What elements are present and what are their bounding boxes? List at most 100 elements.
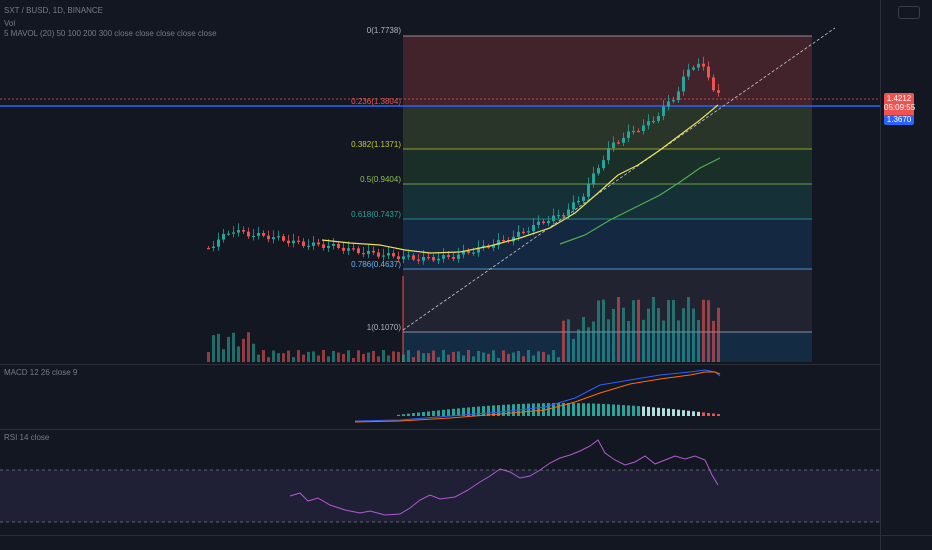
- volume-bar: [387, 355, 390, 362]
- volume-bar: [472, 356, 475, 362]
- candle: [577, 196, 580, 206]
- histogram-bar: [447, 409, 450, 416]
- volume-bar: [577, 329, 580, 362]
- candle: [272, 230, 275, 244]
- candle: [337, 241, 340, 250]
- macd-pane: [0, 364, 880, 423]
- candle: [592, 166, 595, 188]
- candle: [717, 83, 720, 97]
- macd-line: [354, 369, 721, 422]
- candle: [452, 253, 455, 262]
- volume-bar: [417, 350, 420, 362]
- volume-bar: [547, 354, 550, 362]
- volume-bar: [312, 351, 315, 362]
- histogram-bar: [622, 405, 625, 416]
- volume-bar: [502, 350, 505, 362]
- ma-legend[interactable]: 5 MAVOL (20) 50 100 200 300 close close …: [4, 29, 217, 38]
- volume-bar: [647, 308, 650, 362]
- volume-bar: [507, 353, 510, 362]
- candle: [537, 215, 540, 229]
- candle: [417, 254, 420, 264]
- histogram-bar: [427, 411, 430, 416]
- histogram-bar: [577, 403, 580, 416]
- histogram-bar: [397, 414, 400, 416]
- histogram-bar: [682, 410, 685, 416]
- candle: [457, 247, 460, 263]
- candle: [527, 227, 530, 235]
- volume-bar: [642, 319, 645, 362]
- candle: [312, 235, 315, 250]
- histogram-bar: [687, 410, 690, 416]
- volume-bar: [622, 307, 625, 362]
- histogram-bar: [482, 406, 485, 416]
- volume-bar: [522, 356, 525, 362]
- histogram-bar: [667, 408, 670, 416]
- volume-bar: [572, 338, 575, 362]
- candle: [237, 223, 240, 237]
- volume-bar: [262, 350, 265, 362]
- candle: [657, 112, 660, 124]
- candle: [442, 248, 445, 263]
- candle: [292, 233, 295, 248]
- macd-legend[interactable]: MACD 12 26 close 9: [4, 368, 78, 377]
- histogram-bar: [527, 403, 530, 416]
- histogram-bar: [647, 406, 650, 416]
- volume-bar: [677, 320, 680, 362]
- rsi-legend[interactable]: RSI 14 close: [4, 433, 50, 442]
- volume-bar: [537, 351, 540, 362]
- histogram-bar: [412, 413, 415, 416]
- candle: [582, 193, 585, 203]
- candle: [712, 74, 715, 92]
- fib-zone-3: [403, 184, 812, 219]
- volume-bar: [597, 300, 600, 362]
- volume-bar: [652, 297, 655, 362]
- volume-bar: [372, 350, 375, 362]
- volume-bar: [702, 299, 705, 362]
- candle: [502, 235, 505, 244]
- histogram-bar: [502, 404, 505, 416]
- volume-bar: [402, 354, 405, 362]
- candle: [322, 239, 325, 251]
- volume-bar: [477, 350, 480, 362]
- volume-bar: [247, 332, 250, 362]
- candle: [627, 124, 630, 143]
- histogram-bar: [532, 403, 535, 416]
- histogram-bar: [587, 403, 590, 416]
- ma-slow-line: [559, 157, 721, 245]
- symbol-title[interactable]: SXT / BUSD, 1D, BINANCE: [4, 6, 103, 15]
- volume-bar: [272, 350, 275, 362]
- bar-countdown: 05:09:55: [884, 103, 916, 112]
- candle: [652, 116, 655, 124]
- volume-bar: [567, 319, 570, 362]
- macd-histogram: [397, 403, 720, 416]
- settings-button[interactable]: [898, 6, 920, 19]
- trend-line[interactable]: [402, 27, 836, 331]
- histogram-bar: [537, 403, 540, 416]
- candle: [382, 248, 385, 261]
- histogram-bar: [457, 408, 460, 416]
- fib-label-0786: 0.786(0.4637): [351, 260, 401, 269]
- histogram-bar: [437, 410, 440, 416]
- volume-bar: [452, 351, 455, 362]
- histogram-bar: [657, 407, 660, 416]
- volume-bar: [497, 357, 500, 362]
- volume-bar: [382, 350, 385, 362]
- rsi-band: [0, 470, 880, 522]
- candle: [702, 56, 705, 71]
- volume-bar: [582, 317, 585, 362]
- histogram-bar: [442, 409, 445, 416]
- fib-label-0236: 0.236(1.3804): [351, 97, 401, 106]
- histogram-bar: [707, 412, 710, 416]
- histogram-bar: [557, 403, 560, 416]
- volume-bar: [242, 338, 245, 362]
- volume-bar: [527, 350, 530, 362]
- volume-bar: [407, 350, 410, 362]
- volume-legend[interactable]: Vol: [4, 19, 16, 28]
- volume-bar: [282, 353, 285, 362]
- volume-bar: [517, 350, 520, 362]
- histogram-bar: [677, 409, 680, 416]
- volume-bar: [662, 320, 665, 362]
- candle: [287, 234, 290, 247]
- candle: [597, 164, 600, 176]
